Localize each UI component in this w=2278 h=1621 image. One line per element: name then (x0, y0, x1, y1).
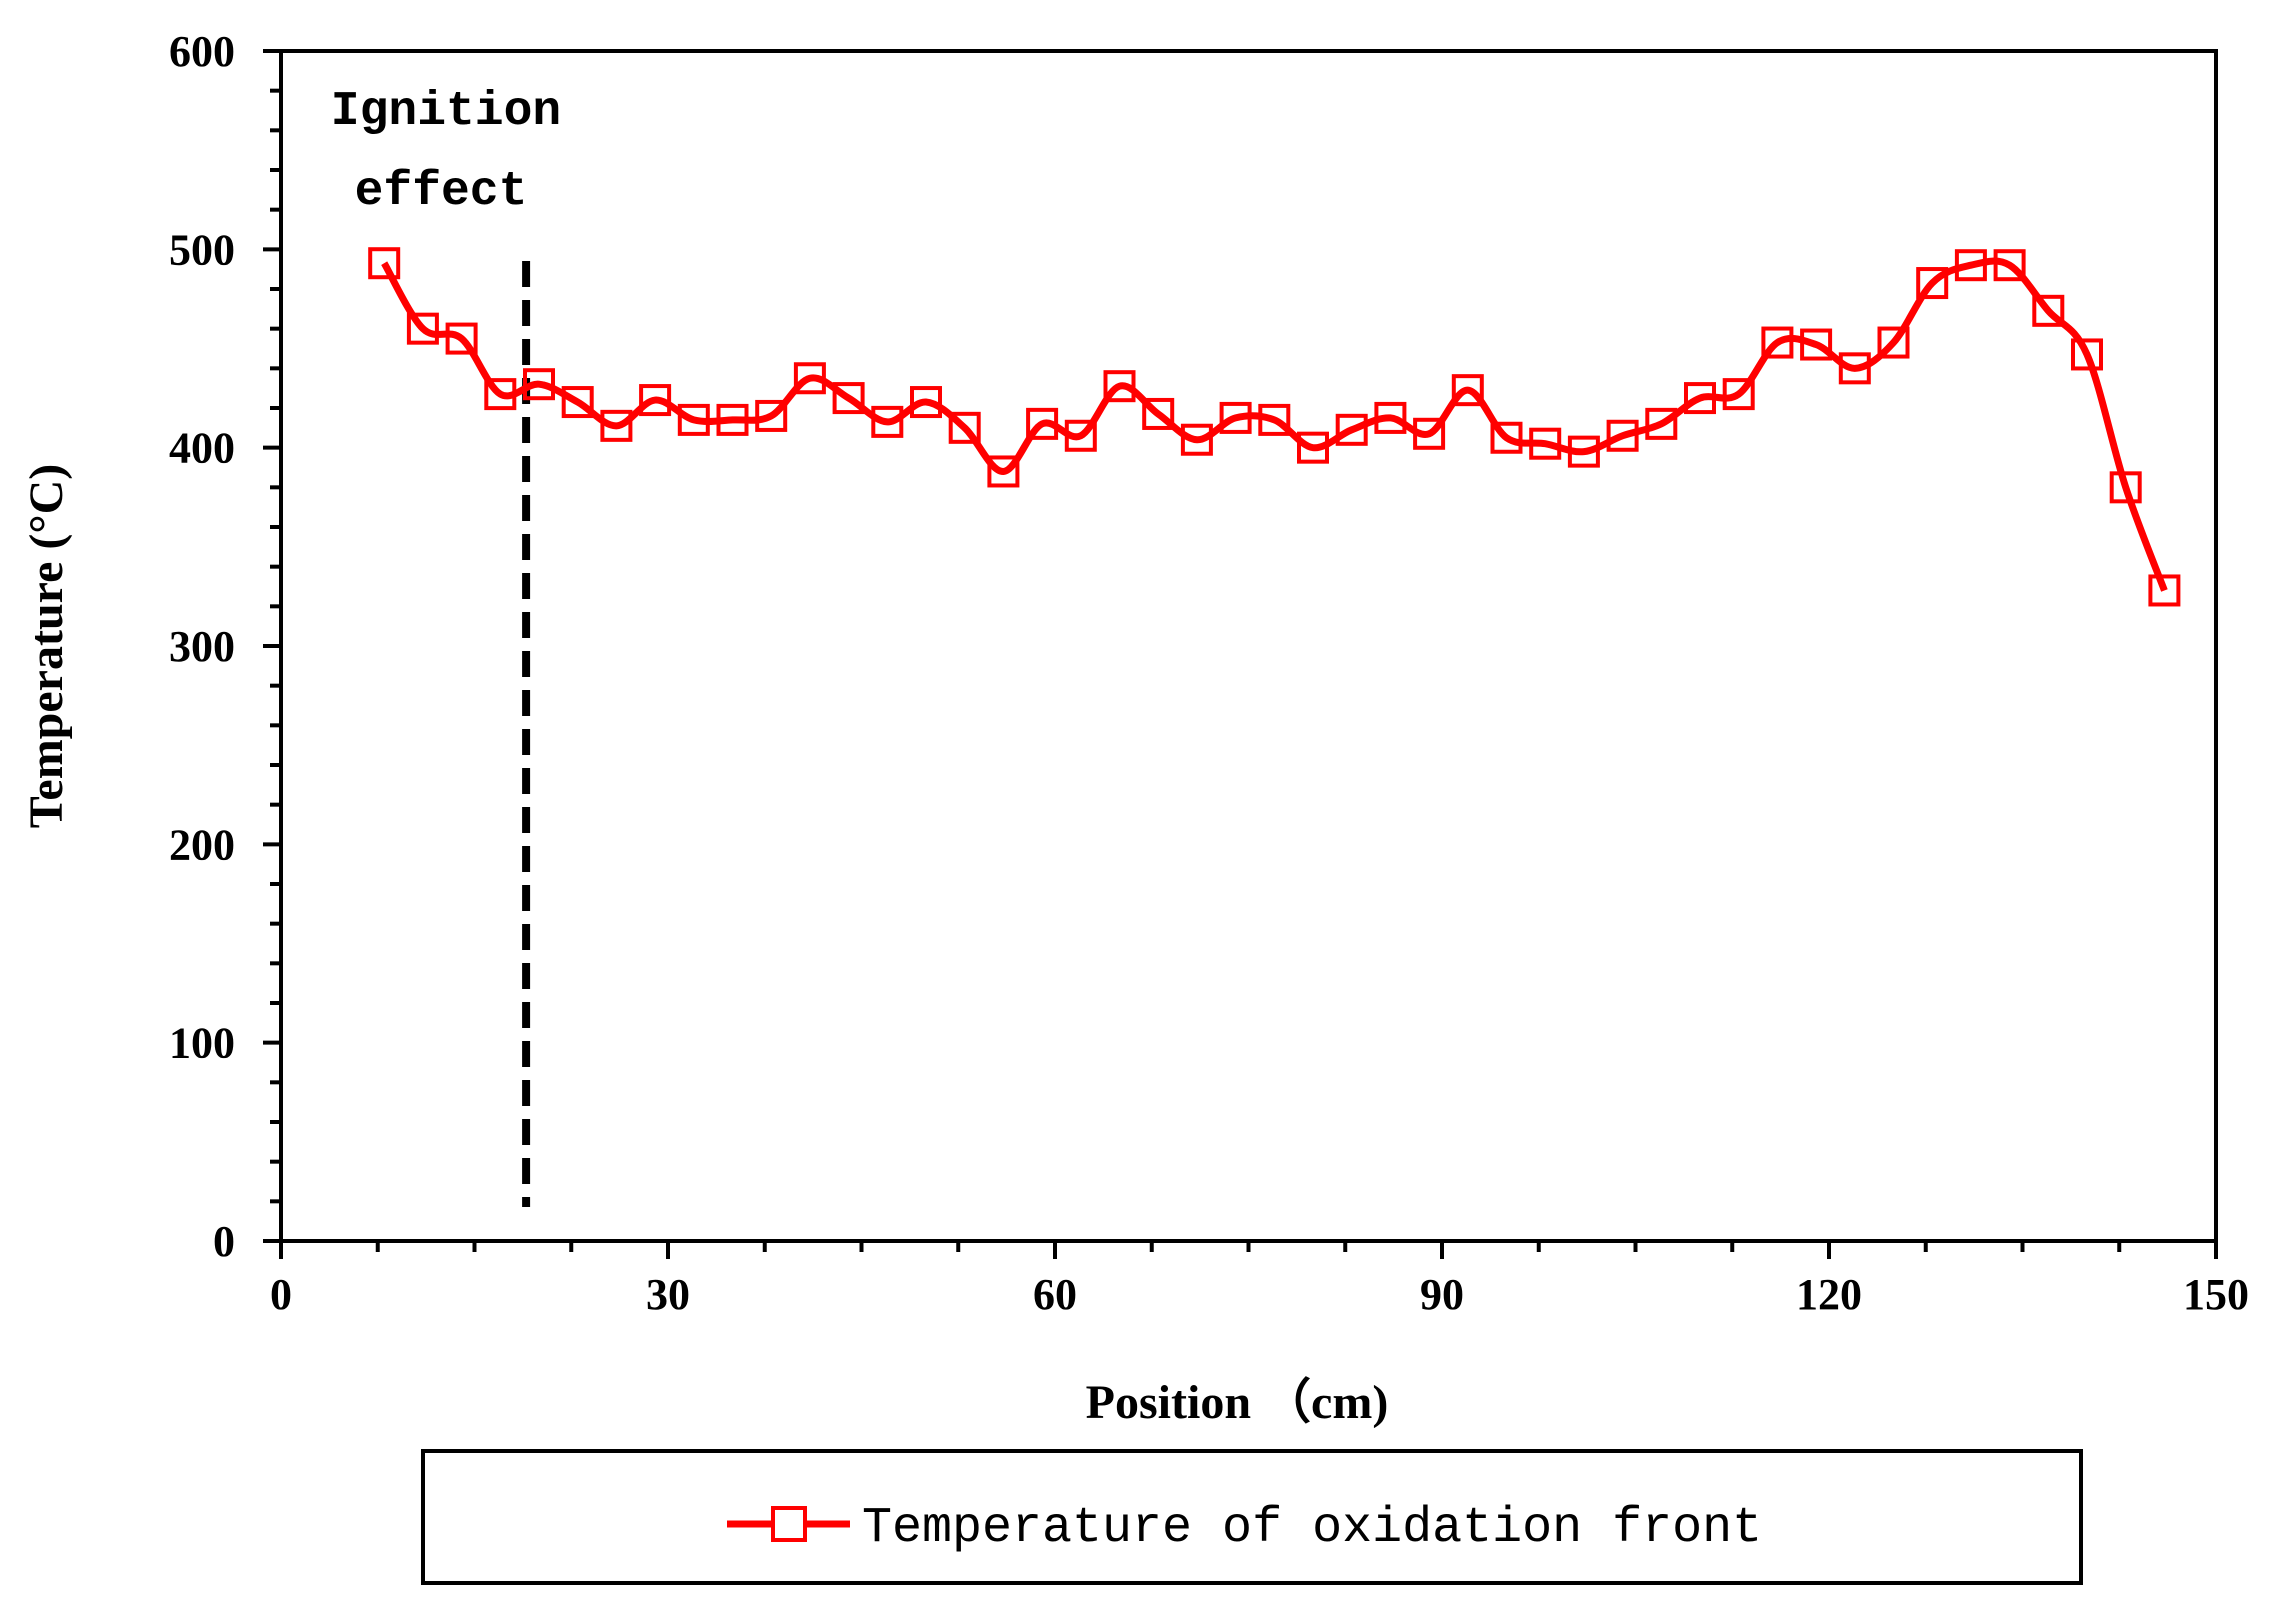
x-tick-label: 150 (2183, 1270, 2249, 1319)
data-point (1335, 413, 1368, 446)
data-point (368, 247, 401, 280)
data-point (948, 411, 981, 444)
data-point (445, 322, 478, 355)
data-point (1916, 267, 1949, 300)
y-tick-label: 100 (169, 1019, 235, 1068)
data-point (716, 403, 749, 436)
annotation-line-1: Ignition (331, 85, 561, 139)
data-point (1374, 401, 1407, 434)
data-point (1103, 370, 1136, 403)
y-tick-label: 400 (169, 424, 235, 473)
data-point (561, 386, 594, 419)
legend: Temperature of oxidation front (421, 1449, 2083, 1585)
y-tick-label: 200 (169, 820, 235, 869)
data-point (2109, 471, 2142, 504)
data-point (1645, 407, 1678, 440)
data-point (832, 382, 865, 415)
data-point (677, 403, 710, 436)
data-point (755, 399, 788, 432)
data-point (1219, 401, 1252, 434)
y-axis-title: Temperature (°C) (20, 464, 73, 828)
data-point (484, 378, 517, 411)
data-point (2148, 574, 2181, 607)
data-point (1297, 431, 1329, 464)
annotation-line-2: effect (355, 165, 528, 219)
data-point (1877, 326, 1910, 359)
data-point (1838, 352, 1871, 385)
data-point (1954, 249, 1987, 282)
legend-box (421, 1449, 2083, 1585)
data-point (1413, 417, 1446, 450)
data-point (1684, 382, 1716, 415)
data-point (1451, 374, 1484, 407)
data-point (600, 409, 633, 442)
y-tick-label: 600 (169, 27, 235, 76)
data-point (523, 368, 555, 401)
data-point (793, 362, 826, 395)
data-point (1180, 423, 1213, 456)
data-point (1529, 427, 1562, 460)
data-point (2071, 338, 2103, 371)
data-point (871, 405, 904, 438)
data-point (1258, 403, 1291, 436)
x-tick-label: 0 (270, 1270, 292, 1319)
data-point (1800, 328, 1833, 361)
data-point (910, 386, 942, 419)
x-tick-label: 120 (1796, 1270, 1862, 1319)
data-point (1026, 407, 1059, 440)
data-point (1722, 378, 1755, 411)
data-point (987, 455, 1020, 488)
y-tick-label: 0 (213, 1217, 235, 1266)
data-point (1606, 419, 1639, 452)
data-point (1064, 419, 1097, 452)
x-tick-label: 30 (646, 1270, 690, 1319)
data-point (1142, 397, 1175, 430)
data-point (1761, 326, 1794, 359)
ignition-annotation: Ignition effect (331, 85, 561, 219)
legend-label: Temperature of oxidation front (862, 1500, 1762, 1557)
x-axis-title: Position （cm) (1086, 1376, 1389, 1429)
data-point (1567, 435, 1600, 468)
data-point (1490, 421, 1523, 454)
y-tick-label: 500 (169, 225, 235, 274)
y-tick-label: 300 (169, 622, 235, 671)
data-point (406, 312, 439, 345)
data-point (2032, 294, 2065, 327)
data-point (1993, 249, 2026, 282)
data-point (639, 384, 672, 417)
x-tick-label: 90 (1420, 1270, 1464, 1319)
legend-marker-swatch (771, 1506, 807, 1542)
x-tick-label: 60 (1033, 1270, 1077, 1319)
